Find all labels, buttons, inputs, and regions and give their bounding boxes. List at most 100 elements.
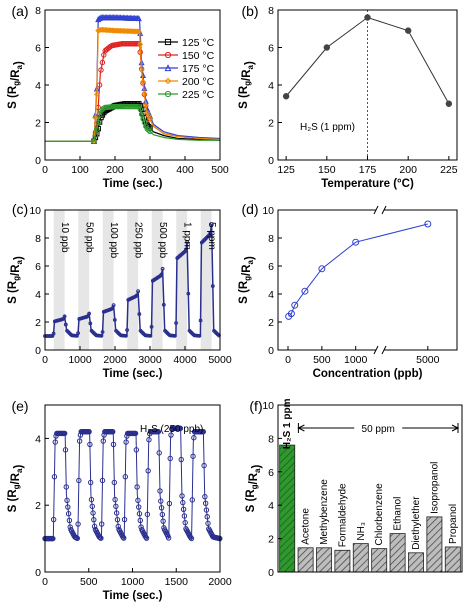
- data-point: [198, 318, 203, 323]
- data-point: [202, 500, 209, 507]
- data-point: [182, 519, 188, 526]
- data-point: [178, 456, 184, 463]
- data-point: [164, 38, 172, 46]
- pulse-label: 1 ppm: [182, 222, 193, 250]
- data-point: [188, 535, 195, 542]
- y-tick-label: 10: [262, 400, 274, 412]
- data-point: [52, 439, 58, 445]
- data-point: [189, 497, 195, 503]
- y-tick-label: 8: [268, 233, 274, 245]
- data-point: [404, 27, 412, 34]
- data-point: [161, 302, 166, 307]
- data-point: [186, 291, 191, 296]
- pulse-label: 10 ppb: [59, 222, 70, 253]
- legend-label: 150 °C: [182, 50, 215, 62]
- data-point: [99, 59, 106, 66]
- axis-break-gap: [376, 207, 384, 213]
- data-point: [135, 15, 142, 22]
- bar-label: Diethylether: [411, 496, 422, 550]
- series-line: [45, 103, 221, 142]
- data-point: [158, 505, 165, 511]
- y-tick-label: 8: [268, 5, 274, 17]
- y-tick-label: 0: [35, 155, 41, 167]
- data-point: [88, 496, 95, 503]
- data-point: [364, 14, 371, 21]
- data-point: [74, 535, 80, 542]
- axis-break-mark: [381, 345, 387, 355]
- data-point: [91, 138, 97, 144]
- y-tick-label: 4: [268, 80, 274, 92]
- data-point: [164, 77, 172, 85]
- data-point: [90, 510, 96, 516]
- y-tick-label: 8: [35, 233, 41, 245]
- data-point: [93, 91, 100, 98]
- data-point: [208, 230, 213, 235]
- data-point: [113, 510, 120, 516]
- data-point: [51, 331, 56, 336]
- data-point: [115, 523, 121, 530]
- y-tick-label: 2: [35, 317, 41, 329]
- x-tick-label: 500: [313, 354, 331, 366]
- y-tick-label: 4: [268, 289, 274, 301]
- data-point: [445, 100, 453, 107]
- x-axis-label: Time (sec.): [103, 368, 163, 380]
- data-point: [143, 534, 149, 540]
- legend-label: 175 °C: [182, 63, 215, 75]
- x-tick-label: 400: [176, 164, 194, 176]
- data-point: [113, 503, 119, 510]
- data-point: [92, 132, 99, 138]
- data-point: [181, 513, 188, 519]
- data-point: [149, 324, 154, 329]
- data-point: [121, 516, 128, 523]
- data-point: [164, 51, 172, 59]
- data-point: [134, 293, 139, 298]
- y-tick-label: 6: [268, 43, 274, 55]
- data-point: [95, 119, 101, 126]
- panel-d: 0 500 1000 5000 0 2 4 6 8 10 (d) Concentration (ppb…: [238, 201, 458, 380]
- exposure-band: [200, 210, 212, 350]
- data-point: [76, 438, 83, 444]
- series-line: [45, 29, 221, 142]
- x-tick-label: 5000: [208, 354, 232, 366]
- data-point: [50, 516, 57, 523]
- data-point: [190, 453, 196, 459]
- data-point: [99, 333, 104, 338]
- data-point: [61, 430, 68, 437]
- data-point: [87, 479, 94, 486]
- exposure-band: [53, 210, 65, 350]
- bar-label: Isopropanol: [429, 462, 440, 514]
- data-point: [204, 514, 210, 520]
- annotation: H₂S (1 ppm): [300, 122, 355, 133]
- data-point: [133, 447, 140, 453]
- y-axis-label: S (Rg/Ra): [238, 61, 256, 109]
- y-tick-label: 4: [35, 433, 41, 445]
- bar: [371, 548, 388, 573]
- legend-label: 125 °C: [182, 37, 215, 49]
- y-axis-label: S (Rg/Ra): [7, 465, 25, 513]
- bar-label: Propanol: [448, 504, 459, 544]
- data-point: [352, 238, 360, 246]
- plot-frame: [277, 209, 458, 351]
- data-point: [121, 535, 127, 541]
- pulse-label: 5 ppm: [206, 222, 217, 250]
- data-point: [287, 310, 295, 318]
- axis-break-mark: [381, 205, 387, 215]
- x-axis-label: Time (sec.): [103, 178, 163, 190]
- data-point: [87, 441, 93, 448]
- data-point: [137, 517, 143, 524]
- bar-label: Ethanol: [393, 497, 404, 531]
- data-point: [51, 474, 58, 480]
- data-point: [318, 265, 326, 273]
- x-tick-label: 3000: [138, 354, 162, 366]
- bar: [352, 543, 369, 573]
- axis-break-mark: [373, 205, 379, 215]
- data-point: [159, 272, 164, 277]
- data-point: [180, 499, 186, 506]
- y-tick-label: 0: [35, 345, 41, 357]
- x-tick-label: 2000: [103, 354, 127, 366]
- data-point: [63, 322, 68, 327]
- data-point: [424, 220, 432, 228]
- y-tick-label: 4: [268, 500, 274, 512]
- data-point: [87, 311, 91, 316]
